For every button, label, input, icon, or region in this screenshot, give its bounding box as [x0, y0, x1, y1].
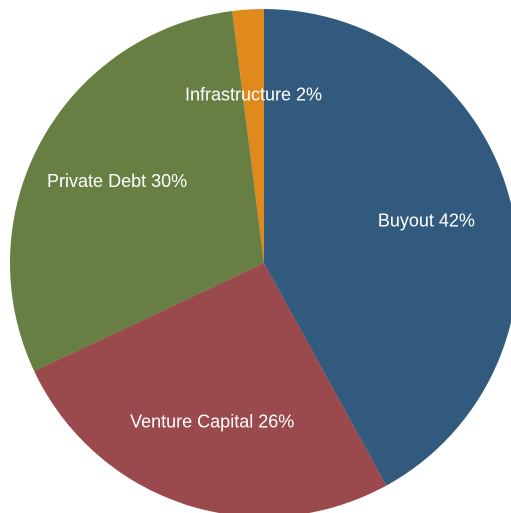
pie-slice: [9, 11, 265, 372]
pie-slice: [34, 263, 387, 513]
pie-slice: [264, 9, 511, 486]
slice-category: Infrastructure: [185, 84, 291, 104]
slice-category: Private Debt: [47, 171, 146, 191]
slice-value: 42%: [439, 210, 475, 230]
slice-value: 2%: [296, 84, 322, 104]
slice-category: Venture Capital: [130, 411, 253, 431]
slice-label: Private Debt 30%: [47, 171, 187, 191]
slice-value: 26%: [258, 411, 294, 431]
slice-label: Infrastructure 2%: [185, 84, 322, 104]
pie-slice: [232, 9, 264, 263]
slice-label: Venture Capital 26%: [130, 411, 294, 431]
slice-category: Buyout: [378, 210, 434, 230]
slice-value: 30%: [151, 171, 187, 191]
slice-label: Buyout 42%: [378, 210, 475, 230]
